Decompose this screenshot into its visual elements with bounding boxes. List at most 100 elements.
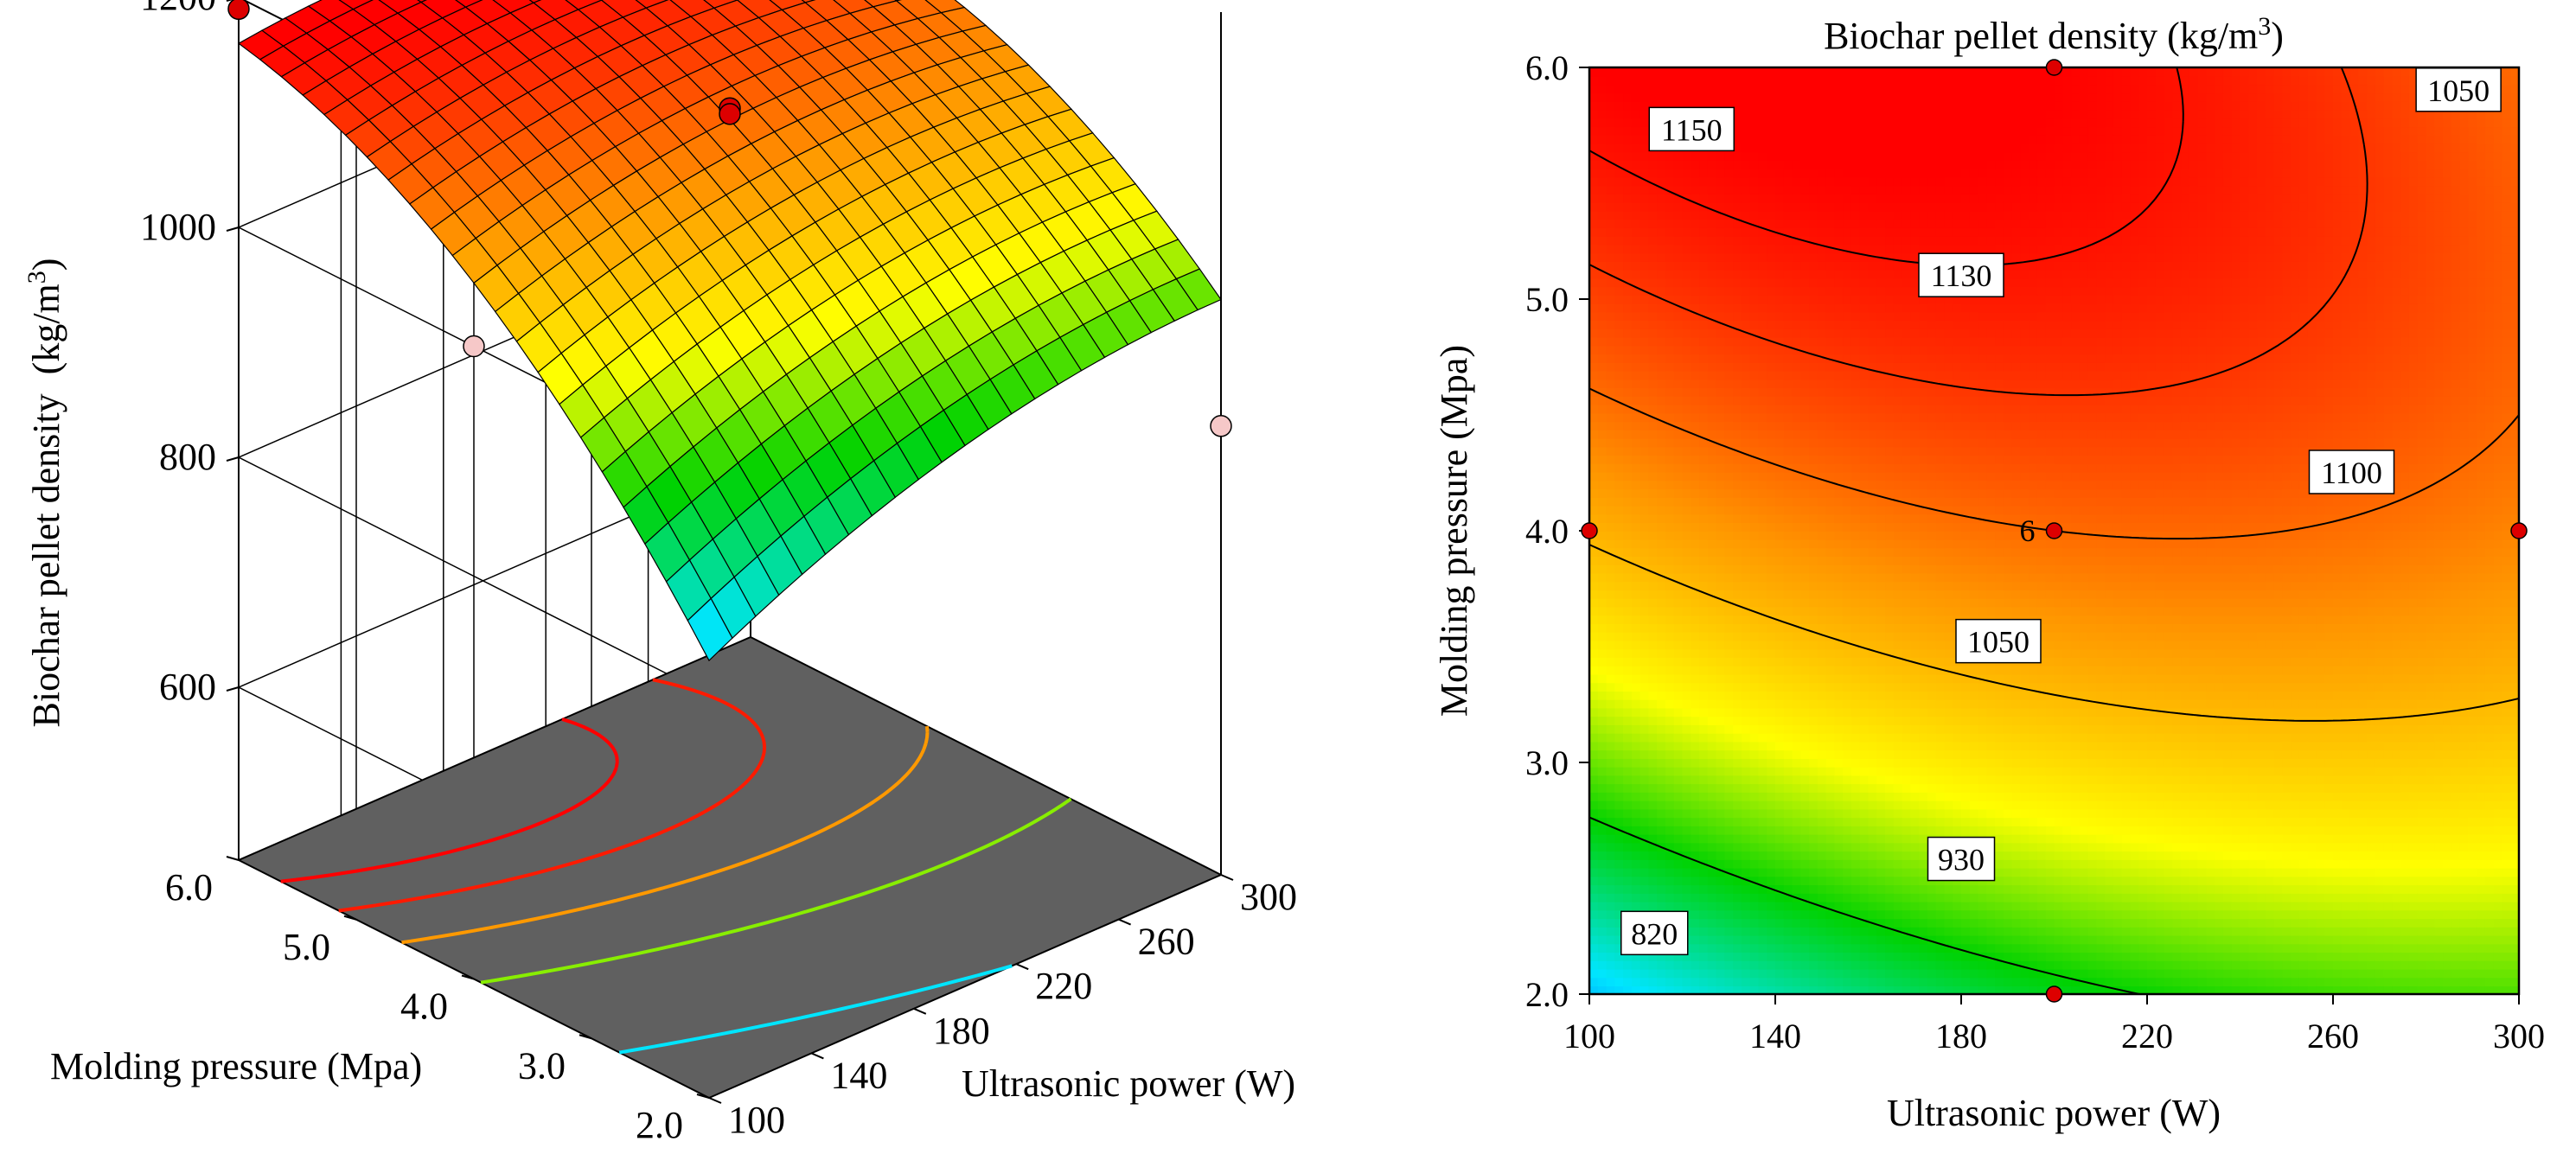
contour-cell [1631, 597, 1641, 608]
contour-cell [1919, 92, 1928, 102]
contour-cell [1851, 446, 1861, 456]
contour-cell [1733, 430, 1742, 439]
contour-cell [1758, 547, 1768, 558]
contour-cell [1699, 876, 1709, 886]
contour-cell [1893, 800, 1903, 810]
contour-cell [1792, 396, 1802, 405]
contour-cell [1589, 817, 1599, 826]
contour-cell [1665, 606, 1675, 616]
contour-cell [1724, 421, 1734, 430]
y-tick-label-3d: 6.0 [165, 866, 213, 909]
contour-cell [1640, 311, 1650, 322]
contour-cell [1885, 396, 1895, 405]
contour-cell [1893, 657, 1903, 666]
contour-cell [1657, 244, 1666, 254]
contour-cell [1691, 463, 1700, 473]
contour-cell [1893, 775, 1903, 785]
contour-cell [1682, 808, 1692, 819]
contour-cell [1733, 185, 1742, 194]
contour-cell [1910, 143, 1920, 153]
contour-cell [1597, 977, 1608, 987]
contour-cell [1868, 698, 1878, 709]
y-tick-label-3d: 5.0 [283, 926, 330, 968]
z-axis-unit: (kg/m [25, 284, 67, 374]
contour-cell [1775, 833, 1785, 844]
contour-cell [1716, 648, 1726, 658]
contour-cell [1859, 977, 1870, 987]
contour-cell [1724, 522, 1734, 532]
contour-cell [1589, 792, 1599, 801]
contour-cell [1597, 345, 1608, 355]
contour-cell [1834, 918, 1844, 928]
contour-cell [1843, 867, 1852, 877]
contour-cell [1800, 387, 1810, 397]
contour-cell [1809, 775, 1819, 785]
contour-cell [1673, 201, 1684, 212]
contour-cell [1623, 320, 1633, 329]
contour-cell [1673, 615, 1684, 624]
contour-cell [1707, 758, 1717, 768]
contour-cell [1893, 732, 1903, 743]
contour-cell [1597, 597, 1608, 608]
contour-cell [1851, 227, 1861, 237]
contour-cell [1834, 303, 1844, 313]
contour-cell [1843, 480, 1852, 490]
contour-cell [1724, 572, 1734, 583]
contour-cell [1749, 168, 1760, 178]
contour-cell [1657, 75, 1666, 86]
contour-cell [1902, 277, 1912, 288]
contour-cell [1851, 320, 1861, 329]
contour-cell [1919, 370, 1928, 380]
contour-cell [1817, 783, 1827, 793]
contour-cell [1783, 952, 1793, 961]
contour-cell [1792, 430, 1802, 439]
contour-cell [1868, 657, 1878, 666]
contour-cell [1741, 783, 1751, 793]
contour-cell [1825, 345, 1836, 355]
contour-cell [1843, 960, 1852, 970]
contour-cell [1724, 707, 1734, 717]
y-tick-3d [461, 974, 475, 980]
contour-cell [1682, 379, 1692, 389]
contour-cell [1749, 463, 1760, 473]
contour-cell [1876, 606, 1886, 616]
contour-cell [1589, 118, 1599, 128]
contour-cell [1758, 707, 1768, 717]
contour-cell [1631, 404, 1641, 414]
contour-cell [1597, 884, 1608, 894]
contour-cell [1767, 775, 1776, 785]
contour-cell [1691, 67, 1700, 77]
contour-cell [1910, 842, 1920, 852]
contour-cell [1800, 943, 1810, 953]
contour-cell [1640, 92, 1650, 102]
contour-cell [1716, 311, 1726, 322]
contour-cell [1851, 345, 1861, 355]
contour-cell [1716, 615, 1726, 624]
contour-cell [1741, 631, 1751, 641]
contour-cell [1640, 84, 1650, 94]
contour-cell [1623, 724, 1633, 734]
contour-cell [1919, 379, 1928, 389]
contour-cell [1800, 379, 1810, 389]
contour-cell [1910, 437, 1920, 448]
contour-cell [1885, 867, 1895, 877]
contour-cell [1775, 235, 1785, 246]
contour-cell [1885, 698, 1895, 709]
contour-cell [1792, 320, 1802, 329]
contour-cell [1623, 84, 1633, 94]
contour-cell [1614, 960, 1624, 970]
contour-cell [1902, 67, 1912, 77]
contour-cell [1623, 227, 1633, 237]
contour-cell [1699, 909, 1709, 920]
z-axis-label: Biochar pellet density [25, 393, 67, 727]
contour-cell [1893, 631, 1903, 641]
contour-cell [1809, 412, 1819, 423]
contour-cell [1758, 977, 1768, 987]
contour-cell [1868, 590, 1878, 599]
contour-cell [1859, 749, 1870, 759]
contour-cell [1783, 277, 1793, 288]
contour-cell [1783, 724, 1793, 734]
contour-cell [1825, 808, 1836, 819]
contour-cell [1640, 244, 1650, 254]
contour-cell [1792, 277, 1802, 288]
